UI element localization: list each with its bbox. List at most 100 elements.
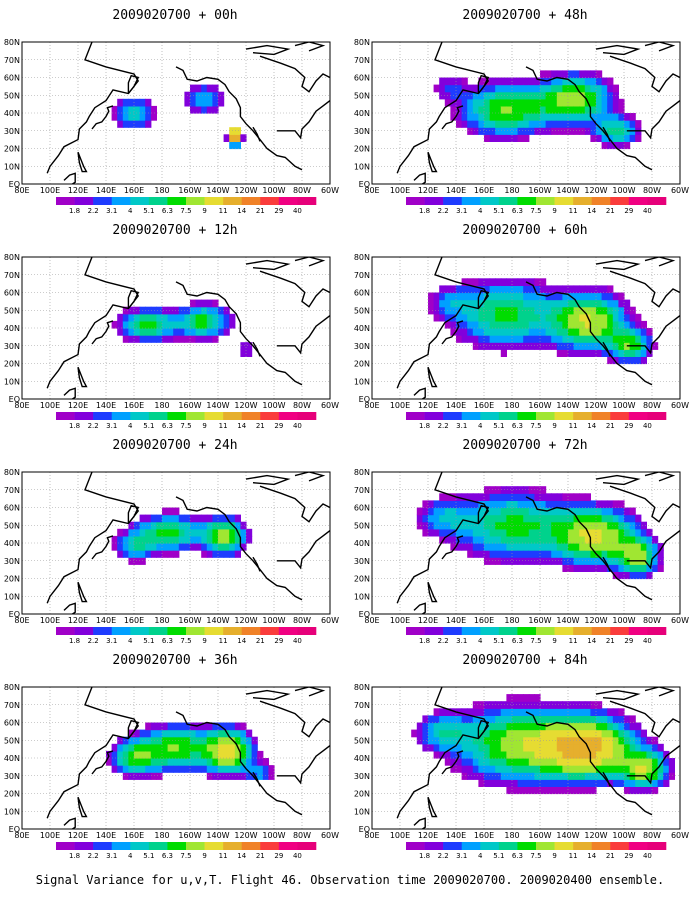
- field-cell: [556, 758, 563, 766]
- field-cell: [596, 320, 603, 329]
- field-cell: [618, 335, 625, 343]
- field-cell: [456, 113, 463, 121]
- field-cell: [506, 134, 513, 142]
- field-cell: [590, 500, 597, 509]
- colorbar-label: 5.1: [143, 852, 154, 860]
- lat-tick-label: 20N: [4, 575, 20, 584]
- lat-tick-label: 60N: [4, 289, 20, 298]
- field-cell: [590, 750, 597, 759]
- lon-tick-label: 140W: [206, 401, 229, 410]
- field-cell: [489, 701, 496, 709]
- coastline: [525, 711, 653, 816]
- field-cell: [484, 514, 491, 523]
- field-cell: [178, 743, 185, 752]
- field-cell: [240, 521, 247, 530]
- colorbar-label: 4: [128, 852, 133, 860]
- colorbar-label: 2.2: [88, 422, 99, 430]
- field-cell: [607, 557, 614, 565]
- field-cell: [657, 743, 664, 752]
- field-cell: [506, 750, 513, 759]
- field-cell: [212, 772, 219, 780]
- field-cell: [629, 356, 636, 365]
- field-cell: [218, 543, 225, 551]
- field-cell: [556, 299, 563, 308]
- field-cell: [450, 729, 457, 738]
- field-cell: [590, 736, 597, 745]
- lon-tick-label: 160W: [178, 401, 201, 410]
- field-cell: [122, 528, 129, 537]
- field-cell: [195, 335, 202, 343]
- colorbar-swatch: [260, 412, 280, 420]
- colorbar-label: 14: [587, 852, 596, 860]
- colorbar-swatch: [56, 412, 75, 420]
- colorbar-swatch: [554, 842, 574, 850]
- field-cell: [607, 299, 614, 308]
- field-cell: [579, 557, 586, 565]
- lat-tick-label: 30N: [354, 127, 370, 136]
- colorbar-label: 29: [274, 637, 283, 645]
- lon-tick-label: 140W: [556, 186, 579, 195]
- field-cell: [484, 120, 491, 128]
- field-cell: [562, 299, 569, 308]
- field-cell: [472, 750, 479, 759]
- field-cell: [229, 722, 236, 731]
- field-cell: [624, 134, 631, 142]
- field-cell: [551, 729, 558, 738]
- field-cell: [111, 750, 118, 759]
- field-cell: [122, 758, 129, 766]
- field-cell: [612, 500, 619, 509]
- field-cell: [629, 335, 636, 343]
- field-cell: [500, 772, 507, 780]
- field-cell: [439, 743, 446, 752]
- field-cell: [512, 708, 519, 716]
- lon-tick-label: 140W: [556, 401, 579, 410]
- field-cell: [618, 765, 625, 773]
- field-cell: [195, 299, 202, 308]
- field-cell: [467, 84, 474, 93]
- lat-tick-label: EQ: [359, 825, 370, 834]
- field-cell: [145, 113, 152, 121]
- field-cell: [201, 98, 208, 107]
- lon-tick-label: 140E: [446, 616, 466, 625]
- field-cell: [500, 550, 507, 558]
- variance-field: [411, 694, 675, 795]
- field-cell: [534, 292, 541, 301]
- field-cell: [646, 779, 653, 787]
- field-cell: [478, 335, 485, 343]
- colorbar-swatch: [93, 842, 113, 850]
- field-cell: [489, 722, 496, 731]
- field-cell: [596, 292, 603, 301]
- field-cell: [652, 750, 659, 759]
- field-cell: [640, 320, 647, 329]
- field-cell: [601, 708, 608, 716]
- field-cell: [512, 535, 519, 544]
- field-cell: [584, 77, 591, 86]
- colorbar-label: 14: [587, 637, 596, 645]
- field-cell: [128, 521, 135, 530]
- field-cell: [184, 335, 191, 343]
- field-cell: [534, 500, 541, 509]
- field-cell: [607, 535, 614, 544]
- field-cell: [456, 514, 463, 523]
- field-cell: [596, 84, 603, 93]
- field-cell: [478, 493, 485, 501]
- field-cell: [428, 743, 435, 752]
- grid: [371, 41, 681, 185]
- field-cell: [590, 722, 597, 731]
- colorbar-label: 21: [256, 852, 265, 860]
- field-cell: [562, 521, 569, 530]
- field-cell: [534, 765, 541, 773]
- colorbar-swatch: [148, 627, 168, 635]
- field-cell: [506, 758, 513, 766]
- lat-tick-label: 30N: [354, 342, 370, 351]
- field-cell: [584, 306, 591, 315]
- field-cell: [562, 493, 569, 501]
- field-cell: [184, 758, 191, 766]
- field-cell: [590, 564, 597, 572]
- field-cell: [489, 328, 496, 336]
- lat-tick-label: 10N: [4, 162, 20, 171]
- field-cell: [139, 758, 146, 766]
- field-cell: [545, 772, 552, 780]
- field-cell: [206, 105, 213, 114]
- lon-tick-label: 60W: [671, 616, 689, 625]
